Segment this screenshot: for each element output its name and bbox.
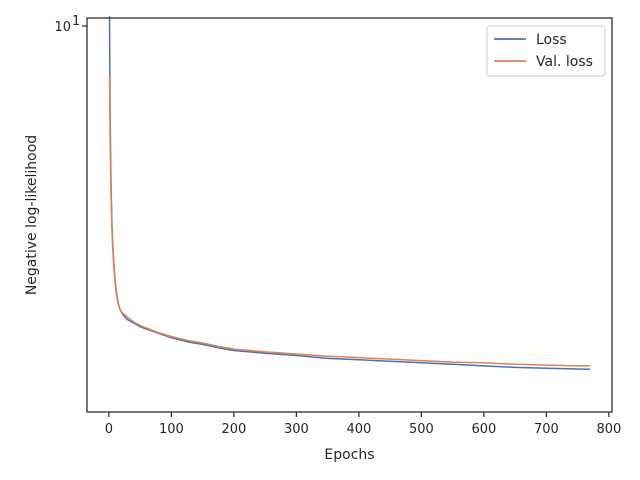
legend: Loss Val. loss <box>486 25 606 77</box>
y-axis: 10 1 <box>54 14 87 35</box>
x-tick-label: 800 <box>596 422 621 437</box>
x-tick-label: 500 <box>409 422 434 437</box>
y-tick-exponent: 1 <box>72 14 80 29</box>
x-axis: 0 100 200 300 400 500 600 700 800 <box>105 412 621 437</box>
x-tick-label: 0 <box>105 422 113 437</box>
x-axis-label: Epochs <box>324 447 374 463</box>
x-tick-label: 100 <box>159 422 184 437</box>
x-tick-label: 300 <box>284 422 309 437</box>
x-tick-label: 700 <box>534 422 559 437</box>
y-axis-label: Negative log-likelihood <box>24 135 40 295</box>
y-tick-label: 10 <box>54 20 71 35</box>
series-line-2 <box>108 76 591 367</box>
plot-frame <box>86 17 613 413</box>
x-tick-label: 200 <box>221 422 246 437</box>
legend-label-1: Loss <box>536 32 567 48</box>
x-tick-label: 600 <box>471 422 496 437</box>
legend-label-2: Val. loss <box>536 54 593 70</box>
x-tick-label: 400 <box>346 422 371 437</box>
series-layer <box>108 16 591 371</box>
